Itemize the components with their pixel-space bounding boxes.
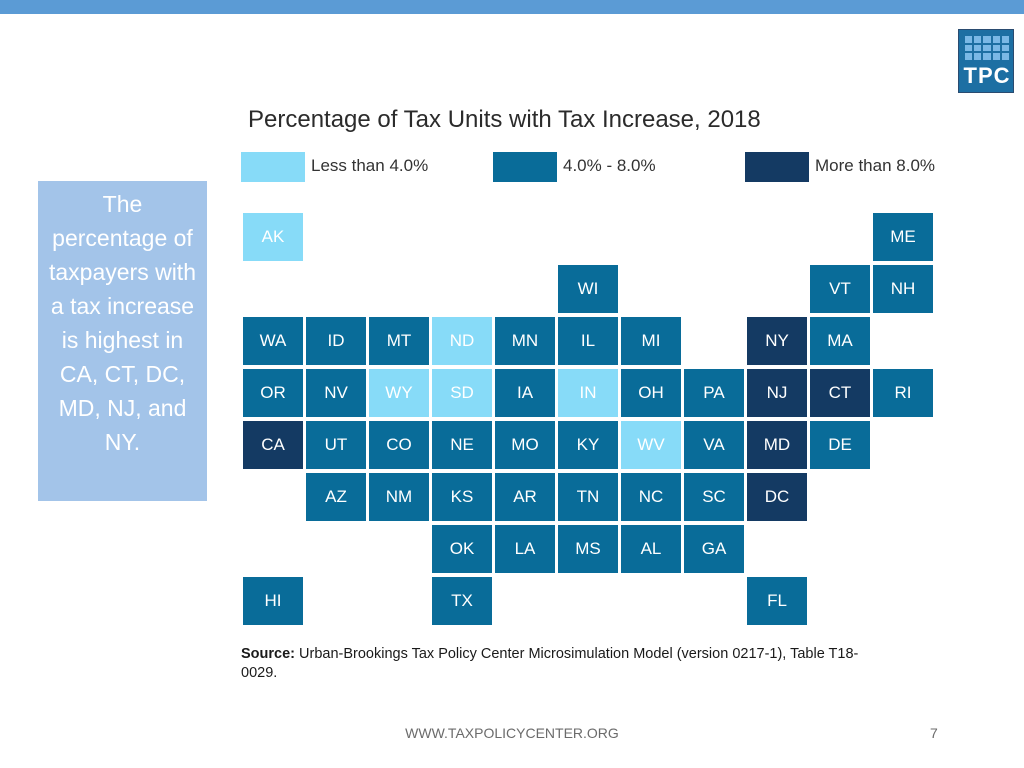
state-tile-pa: PA bbox=[684, 369, 744, 417]
source-label: Source: bbox=[241, 646, 295, 662]
state-tile-ok: OK bbox=[432, 525, 492, 573]
state-tile-ar: AR bbox=[495, 473, 555, 521]
state-tile-al: AL bbox=[621, 525, 681, 573]
state-tile-mt: MT bbox=[369, 317, 429, 365]
state-tile-co: CO bbox=[369, 421, 429, 469]
state-tile-mn: MN bbox=[495, 317, 555, 365]
state-tile-va: VA bbox=[684, 421, 744, 469]
state-tile-nc: NC bbox=[621, 473, 681, 521]
state-tile-ca: CA bbox=[243, 421, 303, 469]
legend-label-mid: 4.0% - 8.0% bbox=[563, 156, 656, 175]
state-tile-tx: TX bbox=[432, 577, 492, 625]
state-tile-nm: NM bbox=[369, 473, 429, 521]
state-tile-il: IL bbox=[558, 317, 618, 365]
state-tile-dc: DC bbox=[747, 473, 807, 521]
state-tile-vt: VT bbox=[810, 265, 870, 313]
state-tile-ms: MS bbox=[558, 525, 618, 573]
state-tile-sd: SD bbox=[432, 369, 492, 417]
state-tile-de: DE bbox=[810, 421, 870, 469]
map-title: Percentage of Tax Units with Tax Increas… bbox=[248, 106, 761, 133]
state-tile-me: ME bbox=[873, 213, 933, 261]
state-tile-wv: WV bbox=[621, 421, 681, 469]
state-tile-nd: ND bbox=[432, 317, 492, 365]
state-tile-ks: KS bbox=[432, 473, 492, 521]
tpc-logo: TPC bbox=[958, 29, 1014, 93]
state-tile-nh: NH bbox=[873, 265, 933, 313]
state-tile-or: OR bbox=[243, 369, 303, 417]
legend-swatch-low bbox=[241, 152, 305, 182]
state-tile-id: ID bbox=[306, 317, 366, 365]
state-tile-ak: AK bbox=[243, 213, 303, 261]
source-note: Source: Urban-Brookings Tax Policy Cente… bbox=[241, 645, 881, 683]
source-text: Urban-Brookings Tax Policy Center Micros… bbox=[241, 646, 859, 681]
state-tile-mo: MO bbox=[495, 421, 555, 469]
state-tile-ut: UT bbox=[306, 421, 366, 469]
state-tile-wa: WA bbox=[243, 317, 303, 365]
state-tile-ma: MA bbox=[810, 317, 870, 365]
state-tile-ny: NY bbox=[747, 317, 807, 365]
callout-box: The percentage of taxpayers with a tax i… bbox=[38, 181, 207, 501]
logo-text: TPC bbox=[963, 63, 1011, 88]
legend-swatch-high bbox=[745, 152, 809, 182]
state-tile-ne: NE bbox=[432, 421, 492, 469]
state-tile-ct: CT bbox=[810, 369, 870, 417]
state-tile-sc: SC bbox=[684, 473, 744, 521]
state-tile-az: AZ bbox=[306, 473, 366, 521]
state-tile-nv: NV bbox=[306, 369, 366, 417]
legend-label-low: Less than 4.0% bbox=[311, 156, 429, 175]
state-tile-ga: GA bbox=[684, 525, 744, 573]
state-tile-ky: KY bbox=[558, 421, 618, 469]
state-tile-tn: TN bbox=[558, 473, 618, 521]
state-tile-ia: IA bbox=[495, 369, 555, 417]
footer-url: WWW.TAXPOLICYCENTER.ORG bbox=[405, 725, 619, 741]
top-accent-bar bbox=[0, 0, 1024, 14]
state-tile-wi: WI bbox=[558, 265, 618, 313]
state-tile-nj: NJ bbox=[747, 369, 807, 417]
state-tile-fl: FL bbox=[747, 577, 807, 625]
state-tile-wy: WY bbox=[369, 369, 429, 417]
state-tile-ri: RI bbox=[873, 369, 933, 417]
state-tile-la: LA bbox=[495, 525, 555, 573]
state-tile-oh: OH bbox=[621, 369, 681, 417]
legend-swatch-mid bbox=[493, 152, 557, 182]
logo-grid-icon bbox=[965, 36, 1009, 60]
state-tile-hi: HI bbox=[243, 577, 303, 625]
state-tile-in: IN bbox=[558, 369, 618, 417]
page-number: 7 bbox=[930, 725, 938, 741]
state-tile-md: MD bbox=[747, 421, 807, 469]
state-tile-mi: MI bbox=[621, 317, 681, 365]
legend-label-high: More than 8.0% bbox=[815, 156, 936, 175]
